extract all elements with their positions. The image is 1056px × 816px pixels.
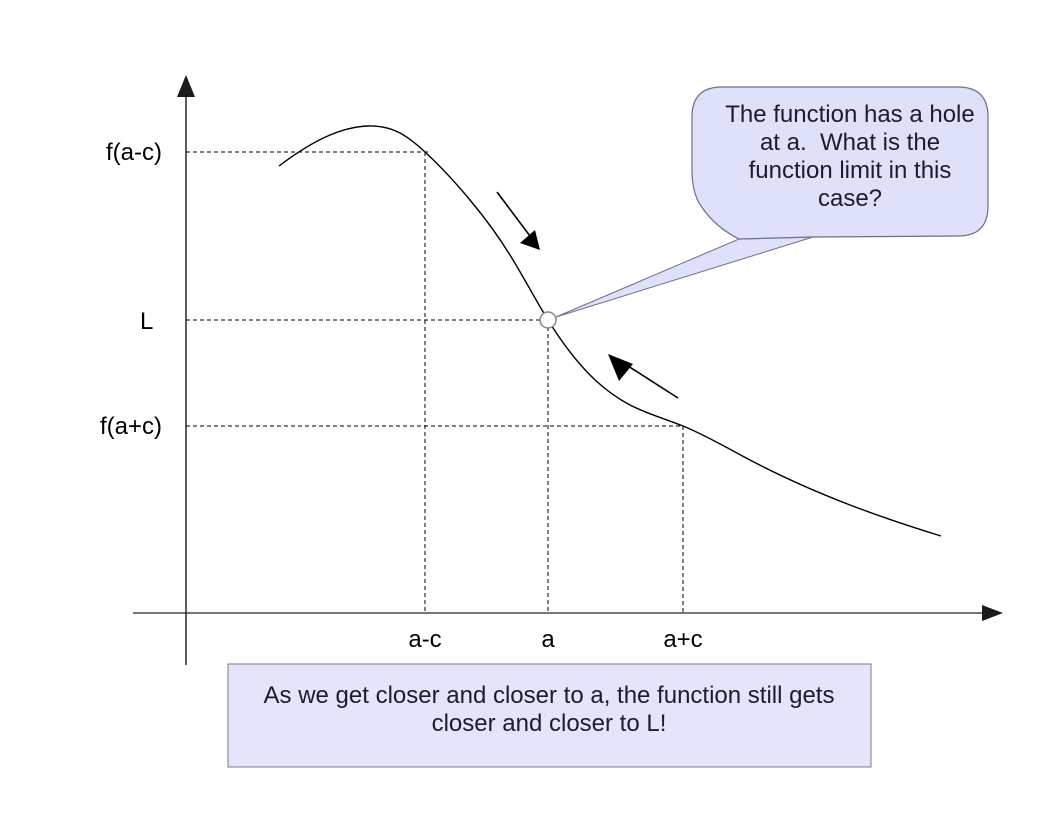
svg-text:L: L [140, 308, 153, 335]
svg-text:a+c: a+c [663, 626, 702, 653]
svg-text:a: a [541, 626, 555, 653]
svg-text:function limit in this: function limit in this [749, 157, 952, 184]
svg-text:a-c: a-c [408, 626, 441, 653]
svg-text:As we get closer and closer to: As we get closer and closer to a, the fu… [264, 682, 835, 709]
svg-text:f(a-c): f(a-c) [106, 139, 162, 166]
svg-text:closer and closer to L!: closer and closer to L! [432, 710, 667, 737]
svg-text:at a. What is the: at a. What is the [760, 129, 940, 156]
svg-text:f(a+c): f(a+c) [100, 413, 162, 440]
svg-text:The function has a hole: The function has a hole [725, 101, 975, 128]
svg-text:case?: case? [818, 185, 882, 212]
